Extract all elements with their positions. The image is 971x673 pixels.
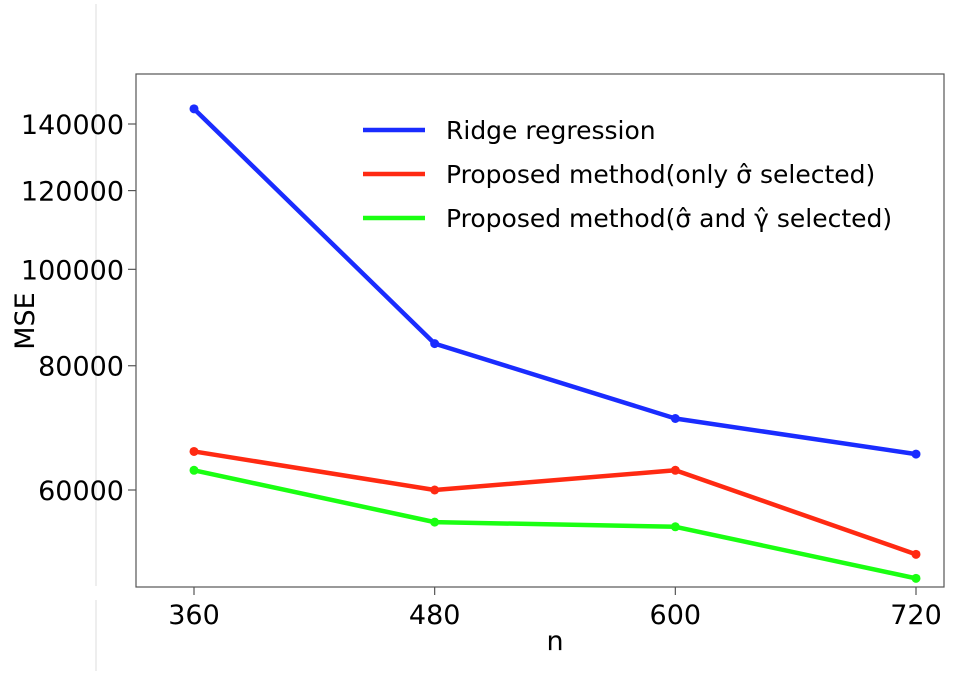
data-point — [911, 449, 921, 459]
data-point — [430, 485, 440, 495]
data-point — [911, 549, 921, 559]
x-tick-label: 600 — [650, 600, 702, 631]
y-axis: 60000 80000 100000 120000 140000 — [21, 110, 136, 507]
series-line — [193, 449, 917, 557]
x-axis-title: n — [546, 626, 563, 657]
y-tick-label: 120000 — [21, 177, 124, 208]
y-tick-label: 100000 — [21, 255, 124, 286]
x-tick-label: 720 — [890, 600, 942, 631]
y-tick-label: 80000 — [38, 352, 124, 383]
data-point — [189, 104, 199, 114]
y-tick-label: 60000 — [38, 476, 124, 507]
data-point — [430, 339, 440, 349]
data-point — [670, 465, 680, 475]
data-point — [911, 573, 921, 583]
x-axis: 360 480 600 720 — [168, 587, 942, 631]
series-line — [192, 107, 917, 457]
x-tick-label: 360 — [168, 600, 220, 631]
data-point — [430, 517, 440, 527]
y-axis-title: MSE — [10, 292, 41, 350]
data-point — [670, 414, 680, 424]
legend: Ridge regression Proposed method(only σ̂ … — [363, 116, 892, 233]
legend-label: Proposed method(only σ̂ selected) — [446, 160, 875, 189]
legend-label: Ridge regression — [446, 116, 656, 145]
data-point — [189, 465, 199, 475]
series-line — [193, 468, 917, 581]
data-point — [670, 522, 680, 532]
y-tick-label: 140000 — [21, 110, 124, 141]
data-point — [189, 446, 199, 456]
series-layer — [189, 104, 921, 583]
legend-label: Proposed method(σ̂ and γ̂ selected) — [446, 204, 892, 233]
x-tick-label: 480 — [409, 600, 461, 631]
plot-frame — [135, 73, 945, 588]
